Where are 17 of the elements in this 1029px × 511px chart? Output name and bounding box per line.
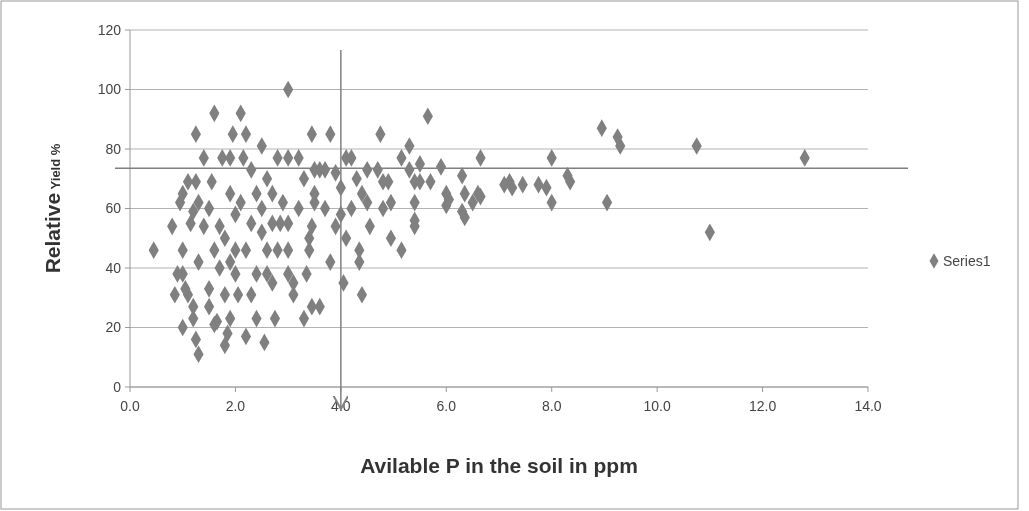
y-axis-title: Relative Yield % [41,143,64,274]
x-tick-label: 0.0 [120,398,140,414]
y-tick-label: 80 [105,140,122,157]
y-tick-label: 0 [113,378,122,395]
y-tick-label: 20 [105,319,122,336]
y-tick-label: 120 [97,21,122,38]
x-tick-label: 14.0 [854,398,882,414]
x-tick-label: 12.0 [748,398,777,414]
x-tick-label: 10.0 [643,398,671,414]
x-axis-title: Avilable P in the soil in ppm [360,454,638,477]
legend-label: Series1 [943,252,991,269]
y-tick-label: 100 [97,81,122,98]
x-tick-label: 8.0 [541,398,562,414]
x-tick-label: 6.0 [436,398,457,414]
y-tick-label: 40 [105,259,122,276]
y-tick-label: 60 [105,200,122,217]
x-tick-label: 2.0 [225,398,246,414]
